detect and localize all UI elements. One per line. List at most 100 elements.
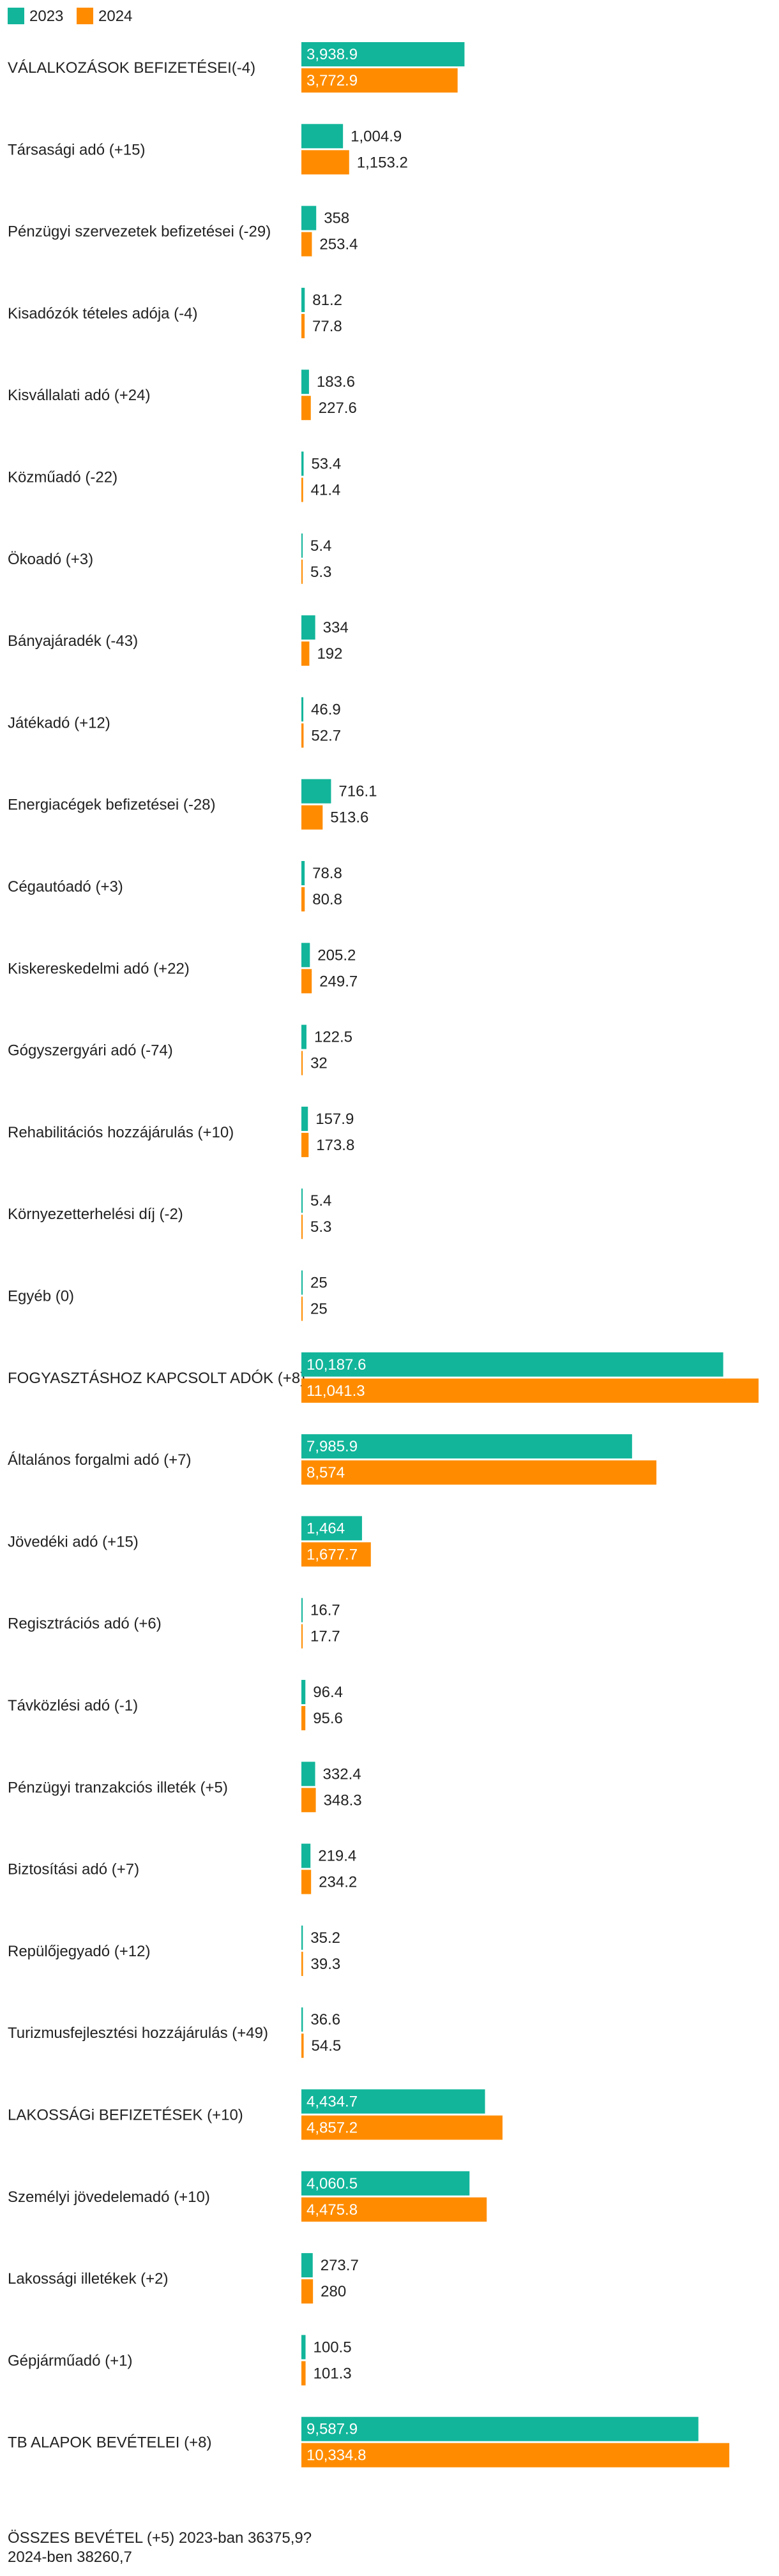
bar-2023 <box>301 42 465 66</box>
bar-2023 <box>301 779 331 804</box>
bar-2023 <box>301 1598 303 1622</box>
bar-2024 <box>301 1296 303 1321</box>
bar-2024 <box>301 1869 312 1894</box>
value-label-2024: 8,574 <box>306 1464 345 1481</box>
bar-2023 <box>301 2416 699 2441</box>
bar-2024 <box>301 150 349 175</box>
value-label-2023: 16.7 <box>310 1602 340 1619</box>
category-label: Energiacégek befizetései (-28) <box>8 797 216 814</box>
category-label: Általános forgalmi adó (+7) <box>8 1451 191 1469</box>
value-label-2023: 100.5 <box>314 2339 352 2356</box>
category-label: Társasági adó (+15) <box>8 141 145 158</box>
value-label-2023: 3,938.9 <box>306 46 358 63</box>
bar-2023 <box>301 2089 485 2114</box>
value-label-2024: 10,334.8 <box>306 2447 366 2464</box>
value-label-2023: 25 <box>310 1275 328 1292</box>
value-label-2023: 35.2 <box>310 1929 340 1947</box>
category-label: VÁLALKOZÁSOK BEFIZETÉSEI(-4) <box>8 59 255 77</box>
value-label-2023: 53.4 <box>311 456 341 473</box>
bar-2024 <box>301 805 323 830</box>
value-label-2023: 4,434.7 <box>306 2093 358 2111</box>
bar-2024 <box>301 477 303 502</box>
value-label-2024: 5.3 <box>310 564 331 581</box>
bar-2024 <box>301 887 305 911</box>
bar-2023 <box>301 1516 362 1541</box>
value-label-2024: 5.3 <box>310 1218 331 1236</box>
category-label: Egyéb (0) <box>8 1288 74 1305</box>
value-label-2023: 716.1 <box>338 783 377 800</box>
category-label: Ökoadó (+3) <box>8 551 93 568</box>
category-label: Környezetterhelési díj (-2) <box>8 1206 183 1223</box>
value-label-2024: 41.4 <box>311 482 341 499</box>
value-label-2024: 3,772.9 <box>306 72 358 89</box>
value-label-2024: 227.6 <box>319 400 357 417</box>
value-label-2024: 11,041.3 <box>306 1382 365 1400</box>
bar-2024 <box>301 1542 371 1567</box>
bar-2023 <box>301 943 310 968</box>
legend-swatch-2024 <box>77 8 93 24</box>
value-label-2024: 32 <box>310 1055 328 1072</box>
bar-2024 <box>301 559 303 584</box>
value-label-2023: 96.4 <box>313 1684 343 1701</box>
value-label-2024: 192 <box>317 645 342 663</box>
category-label: Gógyszergyári adó (-74) <box>8 1042 173 1060</box>
footer-total-2024: 2024-ben 38260,7 <box>8 2549 132 2566</box>
category-label: Közműadó (-22) <box>8 469 117 486</box>
value-label-2023: 273.7 <box>321 2257 359 2274</box>
value-label-2023: 334 <box>323 619 349 636</box>
value-label-2023: 78.8 <box>312 865 342 882</box>
category-label: Kisvállalati adó (+24) <box>8 387 150 404</box>
value-label-2024: 77.8 <box>312 318 342 335</box>
category-label: Pénzügyi tranzakciós illeték (+5) <box>8 1779 228 1796</box>
value-label-2024: 52.7 <box>311 727 341 744</box>
bar-2024 <box>301 2279 314 2304</box>
value-label-2023: 81.2 <box>312 292 342 309</box>
bar-2023 <box>301 533 303 558</box>
value-label-2023: 7,985.9 <box>306 1438 358 1455</box>
bar-2024 <box>301 1706 306 1730</box>
value-label-2023: 332.4 <box>323 1765 361 1783</box>
legend-label-2024: 2024 <box>98 8 132 25</box>
category-label: Távközlési adó (-1) <box>8 1697 138 1714</box>
category-label: Kisadózók tételes adója (-4) <box>8 305 198 322</box>
value-label-2023: 9,587.9 <box>306 2421 358 2438</box>
value-label-2023: 4,060.5 <box>306 2175 358 2192</box>
category-label: Gépjárműadó (+1) <box>8 2352 132 2369</box>
value-label-2024: 95.6 <box>313 1710 343 1727</box>
bar-2024 <box>301 723 304 748</box>
bar-2024 <box>301 396 311 421</box>
bar-2023 <box>301 1024 306 1049</box>
value-label-2024: 253.4 <box>319 236 358 253</box>
value-label-2024: 4,857.2 <box>306 2120 358 2137</box>
bar-2024 <box>301 232 312 257</box>
value-label-2024: 17.7 <box>310 1628 340 1645</box>
bar-2024 <box>301 1624 303 1649</box>
bar-2023 <box>301 1106 308 1131</box>
category-label: Pénzügyi szervezetek befizetései (-29) <box>8 223 271 241</box>
value-label-2023: 219.4 <box>318 1848 356 1865</box>
bar-2024 <box>301 2033 304 2058</box>
value-label-2023: 122.5 <box>314 1029 352 1046</box>
value-label-2024: 513.6 <box>330 809 368 827</box>
category-label: Cégautóadó (+3) <box>8 878 123 895</box>
value-label-2023: 1,004.9 <box>351 128 402 145</box>
bar-2023 <box>301 370 309 394</box>
bar-2024 <box>301 1378 759 1403</box>
value-label-2024: 4,475.8 <box>306 2201 358 2219</box>
value-label-2023: 358 <box>324 210 349 227</box>
bar-2023 <box>301 2007 303 2032</box>
value-label-2024: 249.7 <box>319 973 358 990</box>
value-label-2023: 5.4 <box>310 1192 331 1209</box>
bar-2023 <box>301 861 305 885</box>
bar-2024 <box>301 1460 657 1485</box>
category-label: Jövedéki adó (+15) <box>8 1533 139 1550</box>
bar-2023 <box>301 2253 313 2278</box>
bar-2023 <box>301 1680 306 1704</box>
bar-2023 <box>301 2335 306 2360</box>
bar-2024 <box>301 1215 303 1239</box>
category-label: Lakossági illetékek (+2) <box>8 2270 168 2288</box>
bar-2024 <box>301 1788 316 1813</box>
category-label: Játékadó (+12) <box>8 714 110 731</box>
bar-2024 <box>301 641 310 666</box>
